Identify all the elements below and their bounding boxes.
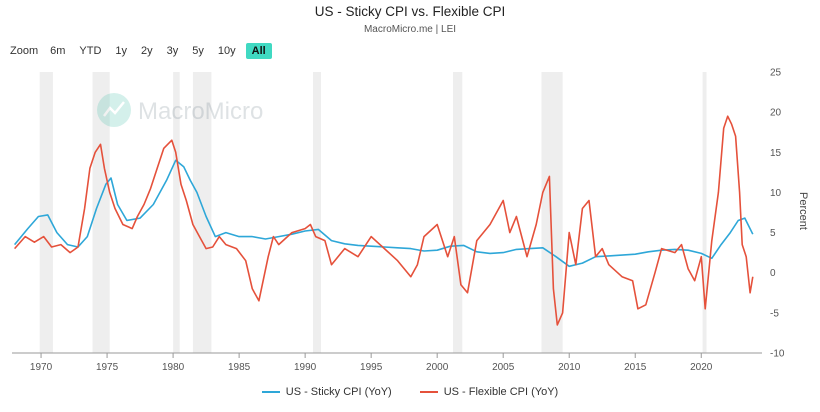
- y-tick-label: -5: [770, 308, 779, 319]
- x-tick-label: 2000: [426, 362, 449, 373]
- y-tick-label: 10: [770, 188, 782, 199]
- macromicro-watermark: MacroMicro: [97, 93, 263, 127]
- recession-band: [92, 72, 110, 353]
- zoom-button-2y[interactable]: 2y: [141, 45, 153, 57]
- zoom-button-3y[interactable]: 3y: [166, 45, 179, 57]
- y-tick-label: 15: [770, 148, 782, 159]
- series-line-flexible-cpi: [14, 115, 754, 326]
- zoom-button-10y[interactable]: 10y: [217, 45, 236, 57]
- watermark-logo-icon: [97, 93, 131, 127]
- recession-band: [453, 72, 463, 353]
- x-tick-label: 1995: [360, 362, 383, 373]
- zoom-button-6m[interactable]: 6m: [50, 45, 66, 57]
- x-tick-label: 2010: [558, 362, 581, 373]
- zoom-button-ytd[interactable]: YTD: [79, 45, 102, 57]
- y-tick-label: -10: [770, 349, 785, 360]
- zoom-label: Zoom: [10, 45, 39, 57]
- zoom-button-all[interactable]: All: [245, 43, 272, 59]
- recession-band: [313, 72, 321, 353]
- chart-title: US - Sticky CPI vs. Flexible CPI: [314, 4, 506, 19]
- x-tick-label: 1970: [30, 362, 53, 373]
- recession-band: [702, 72, 707, 353]
- x-tick-label: 1975: [96, 362, 119, 373]
- series-line-sticky-cpi: [13, 159, 754, 268]
- y-axis-label: Percent: [797, 192, 809, 230]
- recession-band: [39, 72, 53, 353]
- watermark-text: MacroMicro: [138, 98, 263, 125]
- legend-label-flexible: US - Flexible CPI (YoY): [443, 386, 559, 398]
- zoom-button-1y[interactable]: 1y: [115, 45, 128, 57]
- zoom-button-5y[interactable]: 5y: [192, 45, 204, 57]
- legend-item-flexible-cpi[interactable]: US - Flexible CPI (YoY): [419, 386, 559, 398]
- x-tick-label: 2015: [624, 362, 647, 373]
- recession-band: [192, 72, 212, 353]
- legend-swatch-sticky: [261, 391, 280, 393]
- watermark-logo-chart-icon: [103, 101, 125, 117]
- y-tick-label: 25: [770, 68, 782, 79]
- legend-swatch-flexible: [419, 391, 438, 393]
- x-tick-label: 2005: [492, 362, 515, 373]
- x-tick-label: 2020: [690, 362, 713, 373]
- y-tick-label: 0: [770, 268, 776, 279]
- legend-label-sticky: US - Sticky CPI (YoY): [285, 386, 392, 398]
- zoom-bar: Zoom 6m YTD 1y 2y 3y 5y 10y All: [10, 43, 278, 59]
- series: [13, 115, 754, 326]
- x-tick-label: 1985: [228, 362, 251, 373]
- recession-bands: [39, 72, 707, 353]
- x-tick-label: 1990: [294, 362, 317, 373]
- y-tick-label: 20: [770, 108, 782, 119]
- legend: US - Sticky CPI (YoY) US - Flexible CPI …: [0, 386, 820, 398]
- y-tick-label: 5: [770, 228, 776, 239]
- recession-band: [541, 72, 563, 353]
- chart-subtitle: MacroMicro.me | LEI: [363, 24, 457, 35]
- axes: 1970 1975 1980 1985 1990 1995 2000 2005 2010 2015…: [12, 68, 785, 373]
- recession-band: [173, 72, 180, 353]
- x-tick-label: 1980: [162, 362, 185, 373]
- legend-item-sticky-cpi[interactable]: US - Sticky CPI (YoY): [261, 386, 392, 398]
